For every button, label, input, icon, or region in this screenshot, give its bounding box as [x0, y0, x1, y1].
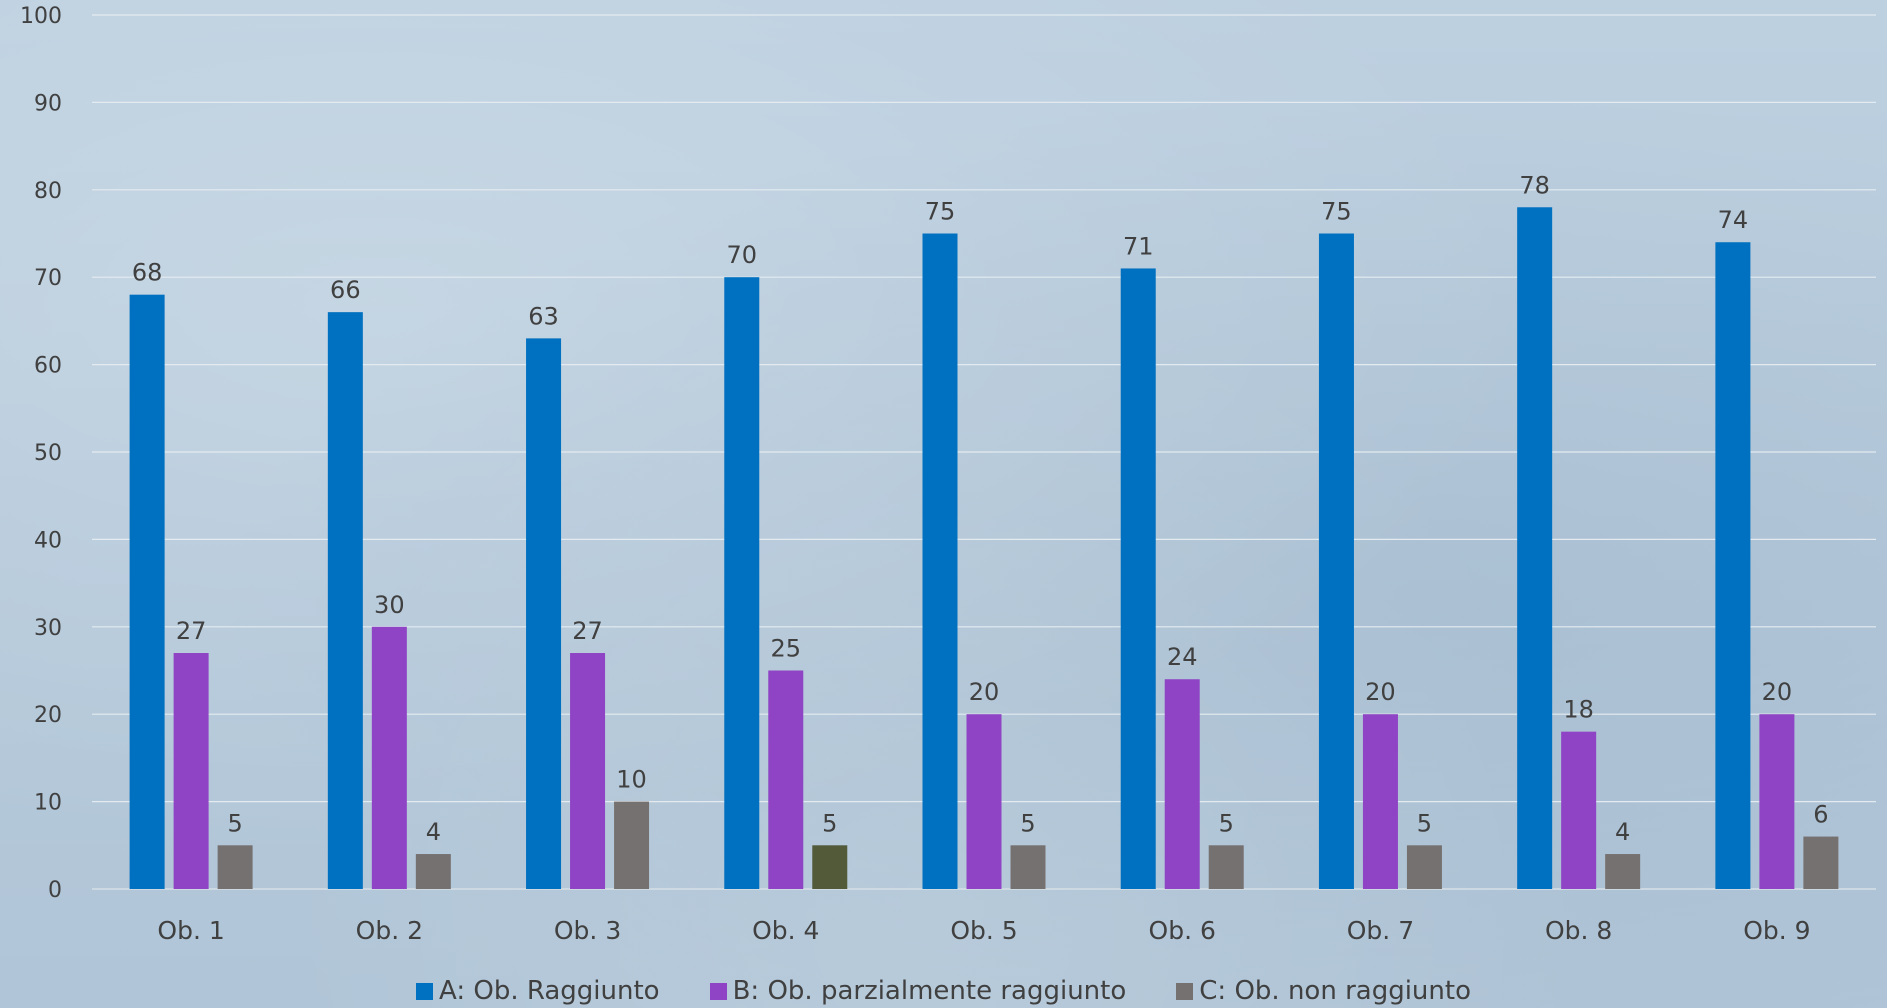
data-label-series-b-4: 25: [771, 635, 802, 663]
legend-swatch-series-b: [709, 982, 727, 1000]
y-tick-label-60: 60: [34, 354, 62, 379]
x-tick-label-7: Ob. 7: [1347, 916, 1414, 945]
data-label-series-a-8: 78: [1519, 171, 1550, 199]
legend-label-series-c: C: Ob. non raggiunto: [1199, 976, 1471, 1006]
legend-label-series-a: A: Ob. Raggiunto: [439, 976, 660, 1006]
x-tick-label-9: Ob. 9: [1743, 916, 1810, 945]
legend-swatch-series-a: [416, 982, 433, 1000]
bar-series-a-9: [1715, 242, 1751, 890]
data-label-series-a-7: 75: [1321, 198, 1352, 226]
y-tick-label-0: 0: [48, 878, 62, 903]
bar-series-a-3: [526, 338, 562, 889]
bar-series-a-2: [327, 312, 363, 889]
bar-series-b-6: [1164, 679, 1200, 889]
data-label-series-c-5: 5: [1020, 809, 1035, 837]
bar-series-b-8: [1561, 731, 1597, 889]
data-labels: 68 27 5 66 30 4 63 27 10 70 25 5 75 20 5 71 24 5 75 20 5 78 18…: [132, 171, 1829, 846]
x-tick-label-1: Ob. 1: [157, 916, 224, 945]
data-label-series-c-6: 5: [1219, 809, 1234, 837]
data-label-series-c-1: 5: [227, 809, 242, 837]
y-tick-label-70: 70: [34, 266, 62, 291]
data-label-series-c-4: 5: [822, 809, 837, 837]
bar-series-c-7: [1406, 845, 1442, 889]
data-label-series-c-9: 6: [1813, 801, 1828, 829]
data-label-series-b-5: 20: [969, 678, 1000, 706]
data-label-series-a-5: 75: [925, 198, 956, 226]
bar-series-c-2: [415, 854, 451, 889]
legend-swatch-series-c: [1176, 982, 1194, 1000]
bar-series-c-9: [1803, 836, 1839, 889]
data-label-series-b-6: 24: [1167, 643, 1198, 671]
data-label-series-a-9: 74: [1718, 206, 1749, 234]
data-label-series-a-4: 70: [727, 241, 758, 269]
data-label-series-b-1: 27: [176, 617, 207, 645]
bar-series-a-5: [922, 233, 958, 889]
y-tick-label-80: 80: [34, 179, 62, 204]
bar-series-c-3: [614, 801, 650, 889]
bar-series-c-6: [1208, 845, 1244, 889]
bar-series-b-5: [966, 714, 1002, 889]
y-axis-ticks: 0 10 20 30 40 50 60 70 80 90 100: [20, 4, 62, 903]
x-tick-label-4: Ob. 4: [752, 916, 819, 945]
legend-item-series-c: C: Ob. non raggiunto: [1176, 976, 1471, 1006]
bar-series-b-3: [570, 653, 606, 889]
legend-label-series-b: B: Ob. parzialmente raggiunto: [732, 976, 1127, 1006]
data-label-series-b-7: 20: [1365, 678, 1396, 706]
y-tick-label-100: 100: [20, 4, 62, 29]
y-tick-label-40: 40: [34, 528, 62, 553]
bar-series-b-9: [1759, 714, 1795, 889]
legend: A: Ob. Raggiunto B: Ob. parzialmente rag…: [0, 974, 1887, 1008]
legend-item-series-a: A: Ob. Raggiunto: [416, 976, 660, 1006]
bar-series-b-7: [1362, 714, 1398, 889]
data-label-series-b-9: 20: [1762, 678, 1793, 706]
bar-series-a-1: [129, 294, 165, 889]
bar-series-c-8: [1605, 854, 1641, 889]
data-label-series-a-3: 63: [528, 302, 559, 330]
x-tick-label-2: Ob. 2: [356, 916, 423, 945]
data-label-series-c-8: 4: [1615, 818, 1630, 846]
bar-series-a-8: [1517, 207, 1553, 889]
y-tick-label-10: 10: [34, 791, 62, 816]
data-label-series-b-2: 30: [374, 591, 405, 619]
bar-series-c-5: [1010, 845, 1046, 889]
bar-series-c-4: [812, 845, 848, 889]
data-label-series-a-1: 68: [132, 259, 163, 287]
data-label-series-a-6: 71: [1123, 232, 1154, 260]
y-tick-label-90: 90: [34, 91, 62, 116]
data-label-series-b-3: 27: [572, 617, 603, 645]
bar-series-a-4: [724, 277, 760, 889]
bar-series-a-7: [1318, 233, 1354, 889]
bar-series-b-4: [768, 670, 804, 889]
data-label-series-c-3: 10: [616, 766, 647, 794]
x-axis-ticks: Ob. 1 Ob. 2 Ob. 3 Ob. 4 Ob. 5 Ob. 6 Ob. 7 Ob. 8…: [157, 916, 1810, 945]
bar-series-a-6: [1120, 268, 1156, 890]
x-tick-label-8: Ob. 8: [1545, 916, 1612, 945]
bar-series-c-1: [217, 845, 253, 889]
x-tick-label-5: Ob. 5: [950, 916, 1017, 945]
y-tick-label-20: 20: [34, 703, 62, 728]
x-tick-label-6: Ob. 6: [1149, 916, 1216, 945]
legend-item-series-b: B: Ob. parzialmente raggiunto: [709, 976, 1127, 1006]
data-label-series-b-8: 18: [1563, 696, 1594, 724]
y-tick-label-30: 30: [34, 616, 62, 641]
y-tick-label-50: 50: [34, 441, 62, 466]
bars: [129, 207, 1839, 890]
data-label-series-c-7: 5: [1417, 809, 1432, 837]
data-label-series-c-2: 4: [426, 818, 441, 846]
bar-series-b-2: [371, 626, 407, 889]
bar-series-b-1: [173, 653, 209, 889]
x-tick-label-3: Ob. 3: [554, 916, 621, 945]
data-label-series-a-2: 66: [330, 276, 361, 304]
